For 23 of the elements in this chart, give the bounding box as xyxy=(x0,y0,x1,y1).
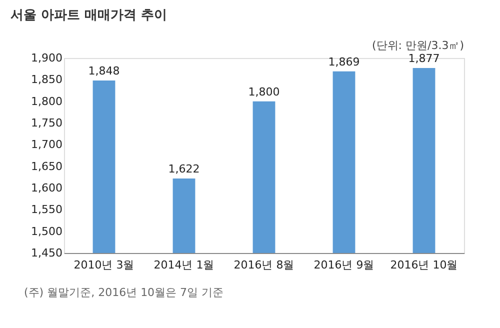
x-tick-label: 2016년 8월 xyxy=(234,258,294,272)
y-tick-label: 1,850 xyxy=(31,73,62,86)
data-label: 1,800 xyxy=(248,85,280,98)
y-tick-label: 1,800 xyxy=(31,94,62,108)
x-tick-label: 2016년 10월 xyxy=(390,258,458,272)
data-label: 1,877 xyxy=(408,52,440,65)
chart-title: 서울 아파트 매매가격 추이 xyxy=(10,8,168,23)
text: (주) 월말기준, 2016년 10월은 7일 기준 xyxy=(24,286,224,299)
x-tick-label: 2010년 3월 xyxy=(74,258,134,272)
y-tick-label: 1,750 xyxy=(31,116,62,130)
y-tick-label: 1,900 xyxy=(31,52,62,64)
x-tick-label: 2016년 9월 xyxy=(314,258,374,272)
y-tick-label: 1,500 xyxy=(31,224,62,238)
data-label: 1,848 xyxy=(88,64,120,78)
y-tick-label: 1,600 xyxy=(31,182,62,194)
y-tick-label: 1,650 xyxy=(31,160,62,173)
data-label: 1,622 xyxy=(168,162,200,176)
x-tick-label: 2014년 1월 xyxy=(154,258,214,272)
text: (단위: 만원/3.3㎡) xyxy=(372,39,464,52)
y-tick-label: 1,550 xyxy=(31,203,62,216)
y-tick-label: 1,700 xyxy=(31,138,62,152)
data-label: 1,869 xyxy=(328,55,360,68)
y-tick-label: 1,450 xyxy=(31,246,62,260)
